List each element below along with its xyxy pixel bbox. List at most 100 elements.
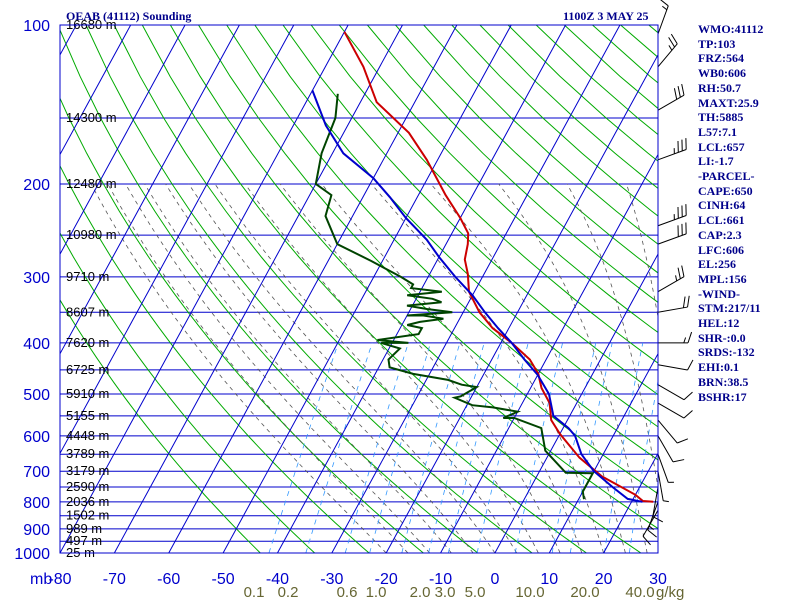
sounding-index-item: BRN:38.5 [698,374,749,389]
wind-barb [657,265,685,293]
dry-adiabat-line [60,231,316,553]
mixing-ratio-line [305,342,373,553]
dry-adiabat-line [198,25,658,495]
dry-adiabat-line [60,28,479,553]
wind-barb-flag [670,33,678,45]
wind-barb-flag [687,295,690,308]
wind-barb-flag [675,275,678,282]
moist-adiabat-line [321,183,583,553]
wind-barb [658,331,693,344]
isotherm-line [0,25,22,553]
sounding-index-item: CAP:2.3 [698,227,742,242]
isotherm-line [440,153,658,553]
mixing-ratio-line [666,343,698,553]
pressure-tick-label: 400 [23,336,50,353]
height-label: 3179 m [66,463,109,478]
wind-barb-staff [657,233,687,245]
wind-barb-staff [657,402,685,419]
sounding-index-item: EHI:0.1 [698,360,740,375]
height-label: 4448 m [66,428,109,443]
sounding-index-item: CINH:64 [698,198,746,213]
dry-adiabat-line [395,25,658,274]
wind-barb-staff [657,43,678,68]
pressure-tick-label: 500 [23,387,50,404]
wind-barb-flag [687,331,693,344]
pressure-tick-label: 100 [23,18,50,35]
height-label: 9710 m [66,269,109,284]
wind-barb-flag [683,391,693,401]
temperature-tick-label: -30 [320,571,343,588]
pressure-tick-label: 200 [23,177,50,194]
mixing-ratio-label: 0.2 [278,584,299,600]
wind-barb-staff [657,215,687,227]
isotherm-line [60,25,132,156]
wind-barb [657,419,689,444]
station-title: OEAB (41112) Sounding [66,9,191,23]
dry-adiabat-line [60,298,261,553]
dry-adiabat-line [141,25,642,553]
pressure-tick-label: 700 [23,464,50,481]
wind-barb-flag [660,0,669,7]
dry-adiabat-line [282,25,658,396]
wind-barb [657,33,678,68]
dry-adiabat-line [226,25,658,461]
wind-barb [657,0,669,35]
wind-barb [657,402,693,419]
plot-frame [59,24,659,554]
wind-barb-flag [687,359,694,371]
mixing-ratio-line [569,342,613,553]
sounding-index-item: WB0:606 [698,66,746,81]
isotherm-line [385,53,658,553]
wind-barb-flag [668,37,676,48]
height-label: 6725 m [66,362,109,377]
pressure-tick-label: 600 [23,429,50,446]
wind-barb-staff [657,364,688,371]
pressure-unit-label: mb [30,571,52,588]
temperature-tick-label: 30 [649,571,667,588]
parcel-line [311,90,643,503]
wind-barb-staff [657,435,674,463]
temperature-tick-label: -10 [429,571,452,588]
height-label: 7620 m [66,335,109,350]
mixing-ratio-label: 2.0 [410,584,431,600]
pressure-tick-label: 1000 [14,546,50,563]
mixing-ratio-line [401,342,461,553]
moist-adiabat-line [144,183,452,553]
temperature-tick-label: -70 [103,571,126,588]
moist-adiabat-line [214,183,518,553]
wind-barb [642,510,659,546]
wind-barb-flag [663,500,669,503]
sounding-index-item: STM:217/11 [698,301,761,316]
wind-barb-flag [673,88,678,100]
isotherm-line [548,352,658,553]
moist-adiabat-line [566,183,658,490]
mixing-ratio-line [628,379,658,553]
dry-adiabat-line [592,25,658,84]
isotherm-line [494,253,658,553]
height-label: 5155 m [66,408,109,423]
dry-adiabat-line [60,97,424,553]
sounding-index-item: LI:-1.7 [698,154,734,169]
mixing-ratio-line [514,342,563,553]
mixing-ratio-label: 5.0 [465,584,486,600]
mixing-ratio-line [551,342,597,553]
mixing-ratio-label: 0.6 [337,584,358,600]
pressure-tick-label: 800 [23,495,50,512]
mixing-ratio-label: 20.0 [570,584,599,600]
dry-adiabat-line [85,25,533,553]
wind-barb-staff [657,5,669,35]
mixing-ratio-label: 1.0 [366,584,387,600]
mixing-ratio-line [268,342,339,553]
wind-barb [657,138,687,161]
sounding-indices-list: WMO:41112 TP:103 FRZ:564 WB0:606 RH:50.7 MAXT… [698,22,763,404]
isotherm-line [60,25,240,355]
dewpoint-line [314,93,595,500]
height-label: 12480 m [66,176,117,191]
wind-barb [657,384,693,401]
isotherm-line [222,25,512,553]
dry-adiabat-line [367,25,658,304]
mixing-ratio-label: 10.0 [515,584,544,600]
sounding-index-item: RH:50.7 [698,80,741,95]
isotherm-line [603,452,658,553]
mixing-ratio-line [476,342,529,553]
